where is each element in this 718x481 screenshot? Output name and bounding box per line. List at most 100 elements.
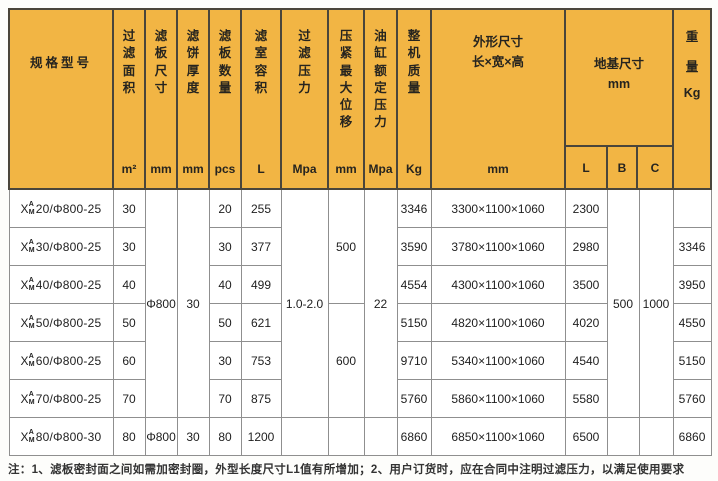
col-header-cylinder-pressure-title: 油缸额定压力 — [374, 29, 387, 130]
cell-weight: 3950 — [672, 265, 712, 304]
table-row: X A M 50/Φ800-25 50 50 621 600 5150 4820×11… — [8, 303, 712, 418]
cell-qty: 80 — [208, 417, 242, 456]
model-sup: A — [28, 315, 34, 323]
model-sub: M — [28, 322, 35, 330]
cell-weight: 4550 — [672, 303, 712, 342]
col-header-cake-thickness-unit: mm — [182, 162, 204, 176]
cell-model: X A M 80/Φ800-30 — [8, 417, 114, 456]
model-rest: 40/Φ800-25 — [35, 277, 102, 292]
model-rest: 70/Φ800-25 — [35, 391, 102, 406]
cell-volume: 753 — [240, 341, 282, 380]
col-header-max-displacement-title: 压紧最大位移 — [339, 29, 353, 130]
model-rest: 20/Φ800-25 — [35, 201, 102, 216]
col-header-chamber-volume-title: 滤室容积 — [254, 29, 268, 95]
col-header-weight-unit: Kg — [683, 86, 701, 100]
model-sup: A — [28, 277, 34, 285]
cell-plate-size: Φ800 — [144, 417, 178, 456]
cell-cake-thickness-merged: 30 — [176, 188, 210, 418]
cell-area: 70 — [112, 379, 146, 418]
model-sub: M — [28, 360, 35, 368]
model-prefix: X — [20, 353, 29, 368]
cell-foundation-l: 4020 — [564, 303, 608, 342]
cell-foundation-l: 4540 — [564, 341, 608, 380]
col-header-plate-size: 滤板尺寸 mm — [144, 8, 178, 190]
cell-qty: 70 — [208, 379, 242, 418]
col-header-weight: 重 量 Kg — [672, 8, 713, 190]
model-sup: A — [28, 353, 34, 361]
cell-model: X A M 60/Φ800-25 — [8, 341, 114, 380]
cell-dims: 4820×1100×1060 — [430, 303, 566, 342]
cell-qty: 50 — [208, 303, 242, 342]
cell-area: 60 — [112, 341, 146, 380]
cell-displacement-empty — [327, 417, 365, 456]
model-sup: A — [28, 239, 34, 247]
col-header-weight-char1: 重 — [685, 30, 699, 44]
cell-foundation-c-empty — [638, 417, 674, 456]
col-header-cylinder-pressure: 油缸额定压力 Mpa — [363, 8, 398, 190]
col-header-filter-area-unit: m² — [121, 162, 137, 176]
cell-dims: 3300×1100×1060 — [430, 188, 566, 228]
cell-model: X A M 30/Φ800-25 — [8, 227, 114, 266]
cell-weight: 5150 — [672, 341, 712, 380]
cell-weight: 5760 — [672, 379, 712, 418]
model-rest: 50/Φ800-25 — [35, 315, 102, 330]
cell-model: X A M 70/Φ800-25 — [8, 379, 114, 418]
col-header-model: 规格型号 — [8, 8, 114, 190]
cell-foundation-b-merged: 500 — [606, 188, 640, 418]
cell-model: X A M 50/Φ800-25 — [8, 303, 114, 342]
cell-foundation-b-empty — [606, 417, 640, 456]
cell-model: X A M 40/Φ800-25 — [8, 265, 114, 304]
model-prefix: X — [20, 239, 29, 254]
cell-mass: 6860 — [396, 417, 432, 456]
table-row: X A M 80/Φ800-30 80 Φ800 30 80 1200 6860 68… — [8, 417, 712, 456]
model-rest: 60/Φ800-25 — [35, 353, 102, 368]
col-header-plate-size-title: 滤板尺寸 — [154, 29, 168, 95]
col-header-filter-area-title: 过滤面积 — [122, 29, 136, 95]
col-header-filter-pressure-unit: Mpa — [292, 162, 317, 176]
cell-foundation-l: 2980 — [564, 227, 608, 266]
col-header-overall-dims-title: 外形尺寸 — [472, 35, 523, 49]
cell-dims: 4300×1100×1060 — [430, 265, 566, 304]
cell-foundation-l: 3500 — [564, 265, 608, 304]
col-header-foundation-l: L — [582, 160, 590, 175]
model-rest: 80/Φ800-30 — [35, 429, 102, 444]
cell-plate-size-merged: Φ800 — [144, 188, 178, 418]
cell-mass: 3346 — [396, 188, 432, 228]
model-prefix: X — [20, 315, 29, 330]
cell-model: X A M 20/Φ800-25 — [8, 188, 114, 228]
cell-volume: 377 — [240, 227, 282, 266]
col-header-cylinder-pressure-unit: Mpa — [368, 162, 393, 176]
col-header-overall-dims: 外形尺寸 长×宽×高 mm — [430, 8, 566, 190]
col-header-filter-pressure-title: 过滤压力 — [298, 29, 311, 95]
cell-foundation-l: 2300 — [564, 188, 608, 228]
cell-dims: 5860×1100×1060 — [430, 379, 566, 418]
cell-dims: 3780×1100×1060 — [430, 227, 566, 266]
model-rest: 30/Φ800-25 — [35, 239, 102, 254]
cell-cylinder-pressure-merged: 22 — [363, 188, 398, 418]
model-sub: M — [28, 208, 35, 216]
col-header-model-label: 规格型号 — [29, 56, 92, 70]
col-header-weight-char2: 量 — [685, 60, 699, 74]
col-header-filter-pressure: 过滤压力 Mpa — [280, 8, 329, 190]
cell-dims: 6850×1100×1060 — [430, 417, 566, 456]
col-header-overall-dims-unit: mm — [487, 162, 509, 176]
footnote: 注：1、滤板密封面之间如需加密封圈，外型长度尺寸L1值有所增加；2、用户订货时，… — [8, 464, 685, 476]
cell-volume: 499 — [240, 265, 282, 304]
col-header-chamber-volume: 滤室容积 L — [240, 8, 282, 190]
model-sub: M — [28, 246, 35, 254]
cell-area: 80 — [112, 417, 146, 456]
header-row: 规格型号 过滤面积 m² 滤板尺寸 mm 滤饼厚度 mm — [8, 8, 713, 190]
cell-mass: 5760 — [396, 379, 432, 418]
cell-qty: 40 — [208, 265, 242, 304]
col-header-machine-mass: 整机质量 Kg — [396, 8, 432, 190]
col-header-foundation-b: B — [606, 147, 636, 188]
col-header-max-displacement: 压紧最大位移 mm — [327, 8, 365, 190]
col-header-chamber-volume-unit: L — [257, 162, 265, 176]
table-row: X A M 20/Φ800-25 30 Φ800 30 20 255 1.0-2.0 … — [8, 188, 712, 418]
cell-filter-pressure-empty — [280, 417, 329, 456]
col-header-machine-mass-title: 整机质量 — [407, 29, 421, 95]
col-header-plate-size-unit: mm — [150, 162, 172, 176]
cell-cylinder-pressure-empty — [363, 417, 398, 456]
cell-volume: 621 — [240, 303, 282, 342]
col-header-machine-mass-unit: Kg — [406, 162, 422, 176]
